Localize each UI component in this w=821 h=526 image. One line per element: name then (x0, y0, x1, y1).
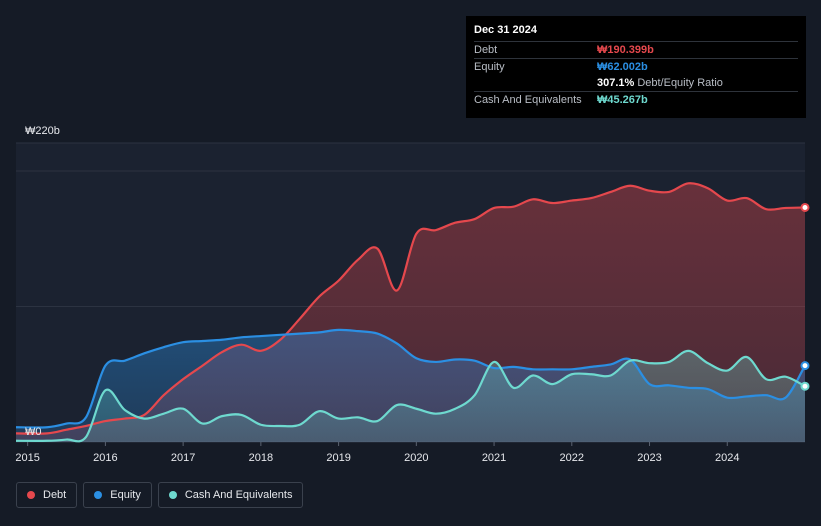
tooltip-value: ₩190.399b (597, 44, 654, 56)
equity-end-marker (800, 361, 810, 371)
tooltip-label: Cash And Equivalents (474, 94, 582, 106)
tooltip-value: ₩45.267b (597, 94, 648, 106)
legend-label: Debt (43, 489, 67, 501)
legend-dot-icon (94, 491, 103, 499)
x-tick-label: 2024 (715, 452, 739, 464)
series-end-markers (800, 202, 810, 391)
legend-item-equity[interactable]: Equity (83, 482, 152, 508)
debt-end-marker (800, 202, 810, 212)
tooltip-label: Equity (474, 61, 505, 73)
tooltip-value: 307.1% (597, 77, 635, 89)
x-tick-label: 2015 (15, 452, 39, 464)
x-tick-label: 2022 (560, 452, 584, 464)
x-tick-label: 2019 (326, 452, 350, 464)
x-tick-label: 2017 (171, 452, 195, 464)
tooltip-value: ₩62.002b (597, 61, 648, 73)
x-tick-label: 2020 (404, 452, 428, 464)
cash-and-equivalents-line (15, 349, 806, 443)
tooltip-row-cash: Cash And Equivalents ₩45.267b (474, 91, 798, 108)
x-tick-label: 2018 (249, 452, 273, 464)
legend-item-debt[interactable]: Debt (16, 482, 78, 508)
tooltip-row-equity: Equity ₩62.002b (474, 58, 798, 75)
equity-line (15, 328, 806, 429)
legend-label: Cash And Equivalents (184, 489, 293, 501)
legend: Debt Equity Cash And Equivalents (16, 482, 304, 508)
tooltip-sub: Debt/Equity Ratio (637, 77, 723, 89)
x-axis-ticks: 2015 2016 2017 2018 2019 2020 2021 2022 2023 2024 (15, 442, 740, 464)
y-tick-zero: ₩0 (25, 426, 42, 438)
y-tick-top: ₩220b (25, 125, 60, 137)
tooltip-label: Debt (474, 44, 498, 56)
debt-line (15, 182, 806, 435)
cash-and-equivalents-end-marker (800, 381, 810, 391)
legend-dot-icon (27, 491, 35, 499)
legend-label: Equity (110, 489, 141, 501)
x-tick-label: 2021 (482, 452, 506, 464)
x-tick-label: 2023 (637, 452, 661, 464)
series-lines (15, 182, 806, 443)
tooltip-row-ratio: 307.1% Debt/Equity Ratio (474, 75, 798, 91)
cash-and-equivalents-area (16, 350, 805, 442)
legend-item-cash[interactable]: Cash And Equivalents (157, 482, 304, 508)
x-tick-label: 2016 (93, 452, 117, 464)
legend-dot-icon (168, 491, 177, 499)
tooltip-row-debt: Debt ₩190.399b (474, 41, 798, 58)
tooltip-panel: Dec 31 2024 Debt ₩190.399b Equity ₩62.00… (466, 16, 806, 118)
tooltip-date: Dec 31 2024 (474, 24, 537, 36)
